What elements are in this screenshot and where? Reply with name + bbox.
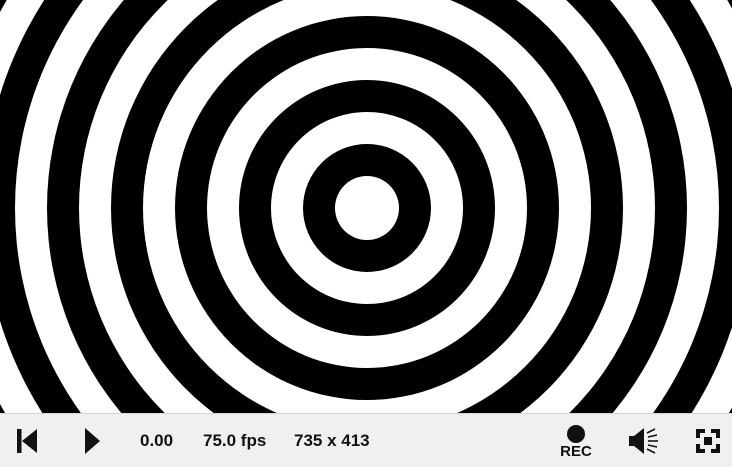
skip-back-icon	[14, 427, 40, 455]
skip-back-button[interactable]	[10, 414, 44, 467]
time-display: 0.00	[140, 414, 173, 467]
fps-display: 75.0 fps	[203, 414, 266, 467]
fullscreen-button[interactable]	[690, 414, 726, 467]
play-icon	[81, 426, 103, 456]
volume-icon	[625, 426, 661, 456]
fullscreen-icon	[694, 427, 722, 455]
record-icon	[566, 424, 586, 444]
record-button[interactable]: REC	[555, 414, 597, 467]
ring	[335, 176, 399, 240]
volume-button[interactable]	[623, 414, 663, 467]
record-label: REC	[560, 445, 592, 459]
video-viewport[interactable]	[0, 0, 732, 413]
resolution-display: 735 x 413	[294, 414, 370, 467]
control-bar: 0.00 75.0 fps 735 x 413 REC	[0, 413, 732, 467]
play-button[interactable]	[76, 414, 108, 467]
concentric-rings-stimulus	[0, 0, 732, 413]
